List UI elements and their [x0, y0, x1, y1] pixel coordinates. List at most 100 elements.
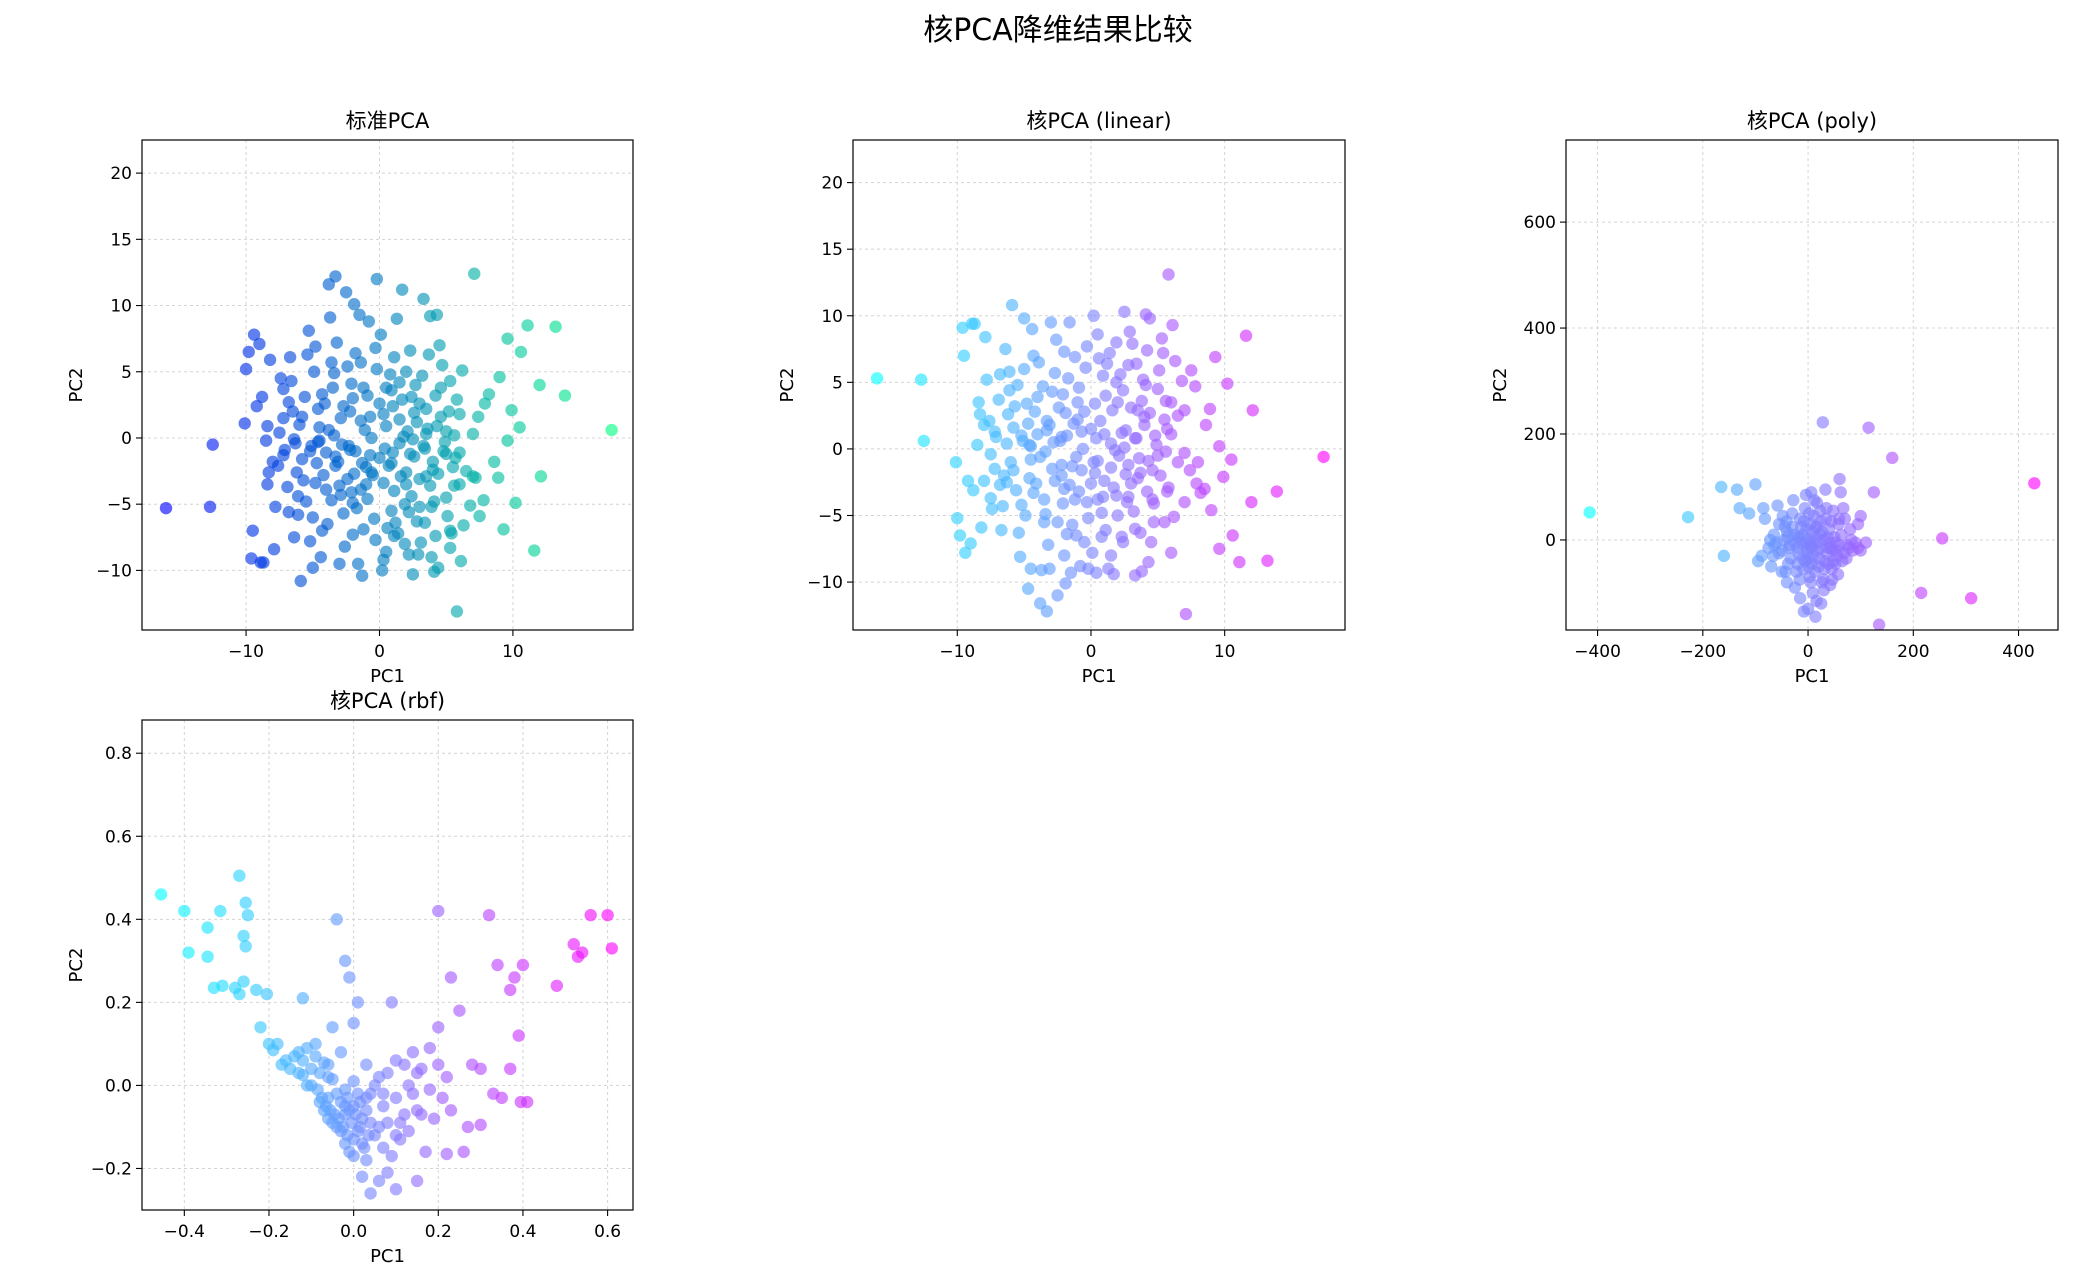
- data-point: [508, 971, 521, 984]
- data-point: [387, 350, 401, 364]
- data-point: [363, 410, 377, 423]
- data-point: [313, 434, 326, 447]
- data-point: [372, 1070, 386, 1084]
- data-point: [1128, 522, 1142, 536]
- data-point: [337, 507, 350, 520]
- data-point: [402, 505, 416, 519]
- data-point: [1817, 573, 1830, 586]
- data-point: [351, 996, 365, 1009]
- data-point: [1075, 425, 1088, 438]
- data-point: [497, 523, 510, 536]
- data-point: [254, 1021, 267, 1034]
- data-point: [1088, 397, 1102, 410]
- data-point: [1832, 512, 1846, 525]
- data-point: [1115, 426, 1128, 440]
- data-point: [1914, 586, 1928, 600]
- data-point: [1072, 485, 1086, 498]
- data-point: [1046, 385, 1059, 398]
- data-point: [1003, 365, 1016, 378]
- data-point: [346, 496, 360, 510]
- data-point: [295, 452, 309, 466]
- data-point: [1007, 421, 1020, 434]
- data-point: [1020, 397, 1034, 410]
- data-point: [436, 1091, 449, 1105]
- data-point: [957, 349, 971, 362]
- data-point: [245, 552, 258, 565]
- data-point: [309, 1037, 322, 1051]
- panel-kernel-pca-rbf: −0.4 −0.2 0.0 0.2 0.4 0.6 −0.2 0.0 0.2 0.4 0.6 0.8 核…: [66, 689, 634, 1264]
- data-point: [1071, 413, 1084, 426]
- data-point: [432, 1021, 445, 1034]
- data-point: [492, 471, 505, 484]
- data-point: [296, 992, 310, 1005]
- data-point: [1733, 501, 1746, 515]
- data-point: [360, 1153, 373, 1167]
- data-point: [203, 500, 217, 514]
- data-point: [870, 372, 884, 385]
- data-point: [454, 554, 468, 568]
- data-point: [1809, 531, 1822, 544]
- data-point: [1021, 417, 1035, 430]
- data-point: [309, 476, 322, 490]
- data-point: [1110, 336, 1123, 349]
- panel-title: 核PCA (linear): [1026, 109, 1171, 133]
- data-point: [417, 292, 430, 306]
- data-point: [468, 267, 481, 280]
- data-point: [369, 341, 382, 355]
- data-point: [1164, 546, 1178, 559]
- data-point: [373, 397, 386, 410]
- data-point: [1854, 509, 1867, 523]
- data-point: [1015, 498, 1028, 512]
- data-point: [427, 565, 441, 578]
- data-point: [349, 347, 362, 360]
- data-point: [259, 434, 273, 447]
- data-point: [1867, 486, 1881, 499]
- data-point: [330, 913, 343, 926]
- data-point: [1050, 333, 1063, 346]
- data-point: [605, 942, 619, 955]
- data-point: [1066, 460, 1079, 473]
- x-axis-label: PC1: [370, 1246, 405, 1264]
- data-point: [1059, 577, 1072, 590]
- data-point: [1091, 493, 1104, 506]
- y-tick-label: 10: [110, 297, 132, 317]
- data-point: [432, 1058, 445, 1071]
- x-tick-label: 10: [1214, 642, 1236, 662]
- data-point: [1033, 450, 1047, 464]
- data-point: [1058, 345, 1071, 358]
- data-point: [1055, 458, 1068, 472]
- data-point: [1164, 428, 1178, 441]
- data-point: [333, 557, 346, 570]
- data-point: [410, 1174, 424, 1188]
- data-point: [1048, 366, 1062, 380]
- data-point: [311, 402, 325, 416]
- data-point: [237, 975, 250, 988]
- data-point: [584, 908, 597, 922]
- data-point: [345, 486, 358, 499]
- data-point: [1007, 464, 1020, 477]
- data-point: [287, 433, 301, 446]
- data-point: [1123, 325, 1136, 338]
- data-point: [1118, 441, 1131, 454]
- x-tick-label: −0.4: [164, 1222, 205, 1242]
- data-point: [406, 1046, 420, 1059]
- x-tick-label: −10: [228, 642, 264, 662]
- data-point: [282, 396, 295, 409]
- data-point: [949, 456, 963, 469]
- data-point: [450, 605, 464, 618]
- data-point: [1205, 503, 1218, 517]
- data-point: [255, 390, 269, 404]
- data-point: [357, 523, 370, 536]
- x-tick-label: −0.2: [248, 1222, 289, 1242]
- y-tick-label: 15: [821, 240, 843, 260]
- data-point: [1797, 515, 1811, 528]
- data-point: [1799, 488, 1813, 502]
- data-point: [334, 488, 348, 502]
- data-point: [972, 396, 985, 409]
- data-point: [505, 403, 518, 417]
- data-point: [1833, 472, 1846, 486]
- data-point: [1104, 549, 1118, 562]
- data-point: [1040, 605, 1054, 618]
- data-point: [1886, 451, 1899, 465]
- data-point: [1233, 555, 1246, 569]
